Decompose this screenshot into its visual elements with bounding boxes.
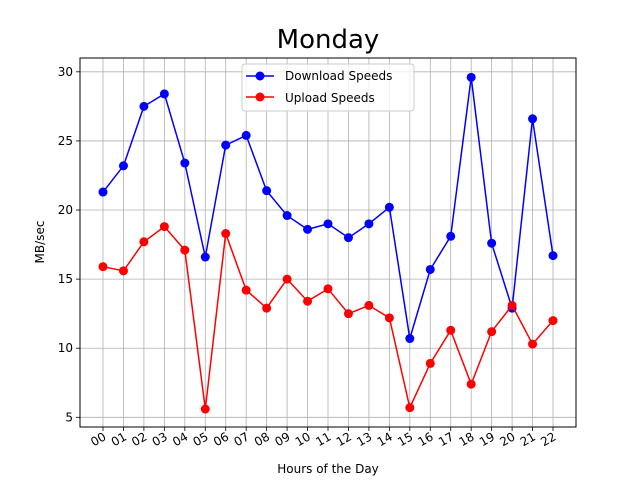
legend-box	[241, 63, 415, 112]
y-tick-label: 30	[58, 65, 73, 79]
x-tick-label: 10	[293, 429, 313, 449]
y-axis-ticks: 5 10 15 20 25 30	[58, 65, 80, 424]
data-point-upload	[548, 316, 558, 326]
data-point-upload	[118, 266, 128, 276]
data-point-upload	[528, 339, 538, 349]
y-tick-label: 20	[58, 203, 73, 217]
data-point-upload	[487, 327, 497, 337]
chart-title: Monday	[277, 25, 380, 55]
data-point-download	[159, 89, 169, 99]
data-point-upload	[159, 222, 169, 232]
data-point-download	[262, 186, 272, 196]
x-tick-label: 07	[231, 429, 251, 449]
x-tick-label: 04	[170, 429, 190, 449]
data-point-upload	[98, 262, 108, 272]
data-point-upload	[139, 237, 149, 247]
data-point-upload	[425, 358, 435, 368]
y-tick-label: 10	[58, 341, 73, 355]
y-axis-label: MB/sec	[33, 221, 47, 264]
data-point-upload	[180, 245, 190, 255]
data-point-download	[180, 158, 190, 168]
x-tick-label: 00	[88, 429, 108, 449]
y-tick-label: 15	[58, 272, 73, 286]
data-point-download	[118, 161, 128, 171]
data-point-upload	[323, 284, 333, 294]
grid	[80, 58, 576, 427]
data-point-download	[548, 251, 558, 261]
data-point-download	[384, 202, 394, 212]
x-tick-label: 08	[252, 429, 272, 449]
y-tick-label: 5	[65, 410, 73, 424]
x-tick-label: 18	[456, 429, 476, 449]
data-point-download	[323, 219, 333, 229]
x-tick-label: 09	[272, 429, 292, 449]
x-tick-label: 02	[129, 429, 149, 449]
x-tick-label: 20	[497, 429, 517, 449]
data-point-upload	[343, 309, 353, 319]
x-tick-label: 21	[518, 429, 538, 449]
data-point-upload	[364, 300, 374, 310]
x-axis-ticks: 00 01 02 03 04 05 06 07 08 09 10 11 12 13 14 15 16 17 18 19…	[88, 427, 559, 449]
data-point-download	[487, 238, 497, 248]
x-tick-label: 06	[211, 429, 231, 449]
x-tick-label: 11	[313, 429, 333, 449]
data-point-download	[425, 264, 435, 274]
x-tick-label: 15	[395, 429, 415, 449]
x-tick-label: 16	[416, 429, 436, 449]
data-point-download	[364, 219, 374, 229]
legend-marker-download	[255, 71, 265, 81]
data-point-download	[303, 224, 313, 234]
x-tick-label: 22	[538, 429, 558, 449]
x-tick-label: 12	[334, 429, 354, 449]
x-tick-label: 17	[436, 429, 456, 449]
legend-marker-upload	[255, 92, 265, 102]
data-point-upload	[384, 313, 394, 323]
data-point-upload	[466, 379, 476, 389]
data-point-download	[528, 114, 538, 124]
data-point-download	[343, 233, 353, 243]
y-tick-label: 25	[58, 134, 73, 148]
data-point-download	[200, 252, 210, 262]
data-point-download	[241, 130, 251, 140]
data-point-upload	[405, 403, 415, 413]
data-point-upload	[200, 404, 210, 414]
data-point-upload	[282, 274, 292, 284]
data-point-download	[139, 101, 149, 111]
x-tick-label: 05	[191, 429, 211, 449]
data-point-download	[221, 140, 231, 150]
x-tick-label: 13	[354, 429, 374, 449]
legend-label-upload: Upload Speeds	[285, 91, 375, 105]
legend-label-download: Download Speeds	[285, 69, 392, 83]
legend: Download Speeds Upload Speeds	[241, 63, 415, 112]
x-tick-label: 14	[375, 429, 395, 449]
x-axis-label: Hours of the Day	[277, 462, 379, 476]
data-point-download	[405, 334, 415, 344]
data-point-upload	[507, 300, 517, 310]
data-point-download	[466, 72, 476, 82]
data-point-download	[446, 231, 456, 241]
x-tick-label: 03	[150, 429, 170, 449]
data-point-upload	[262, 303, 272, 313]
data-point-upload	[221, 229, 231, 239]
series-layer	[98, 72, 558, 414]
x-tick-label: 01	[109, 429, 129, 449]
x-tick-label: 19	[477, 429, 497, 449]
data-point-upload	[446, 325, 456, 335]
data-point-upload	[241, 285, 251, 295]
data-point-download	[98, 187, 108, 197]
data-point-download	[282, 211, 292, 221]
data-point-upload	[303, 296, 313, 306]
